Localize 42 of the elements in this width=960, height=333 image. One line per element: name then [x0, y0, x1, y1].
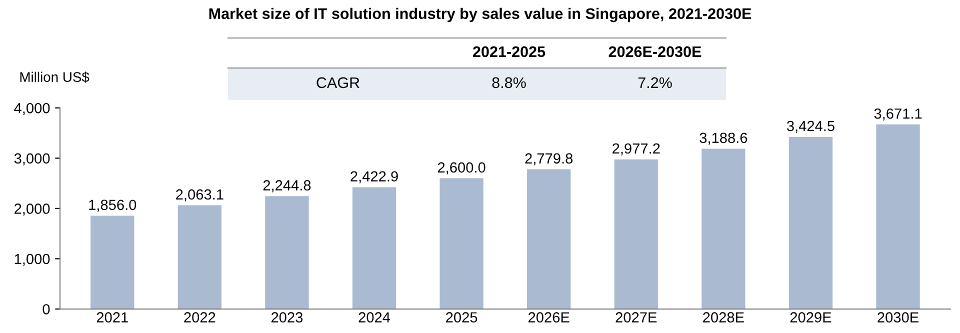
y-tick-label: 1,000: [14, 254, 50, 266]
x-tick-label: 2023: [271, 312, 303, 323]
text: 2026E-2030E: [608, 46, 702, 58]
bar: [178, 205, 222, 310]
bar: [440, 178, 484, 310]
text: 8.8%: [492, 77, 526, 88]
y-tick-label: 0: [42, 304, 50, 314]
x-tick-label: 2029E: [790, 312, 832, 323]
bar: [265, 196, 309, 310]
text: 2021-2025: [473, 46, 546, 58]
data-label: 2,779.8: [525, 153, 573, 166]
chart-title: Market size of IT solution industry by sales value in Singapore, 2021-2030E: [209, 8, 752, 22]
data-label: 2,600.0: [438, 162, 486, 174]
bar: [702, 148, 746, 310]
data-label: 2,063.1: [176, 189, 224, 202]
bar: [527, 169, 571, 310]
bar: [90, 216, 134, 310]
data-label: 2,422.9: [350, 171, 398, 184]
x-tick-label: 2028E: [703, 312, 744, 323]
x-tick-label: 2030E: [878, 312, 918, 323]
data-label: 3,188.6: [700, 132, 748, 145]
data-label: 3,424.5: [786, 120, 834, 133]
x-tick-label: 2024: [358, 312, 390, 323]
data-label: 3,671.1: [874, 108, 922, 120]
y-tick-label: 2,000: [14, 204, 50, 216]
x-tick-label: 2026E: [528, 312, 570, 323]
x-tick-label: 2027E: [616, 312, 657, 323]
y-tick-label: 3,000: [14, 153, 50, 166]
y-tick-label: 4,000: [14, 102, 50, 116]
text: CAGR: [316, 77, 360, 88]
bar: [352, 187, 396, 310]
data-label: 1,856.0: [89, 200, 136, 212]
bar: [614, 159, 658, 310]
y-axis-title: Million US$: [20, 72, 90, 83]
x-tick-label: 2025: [446, 312, 478, 323]
bar: [876, 124, 920, 310]
data-label: 2,244.8: [263, 180, 311, 192]
text: 7.2%: [638, 77, 672, 88]
x-tick-label: 2022: [184, 312, 216, 323]
data-label: 2,977.2: [612, 143, 660, 156]
x-tick-label: 2021: [96, 312, 128, 323]
bar: [788, 136, 833, 310]
